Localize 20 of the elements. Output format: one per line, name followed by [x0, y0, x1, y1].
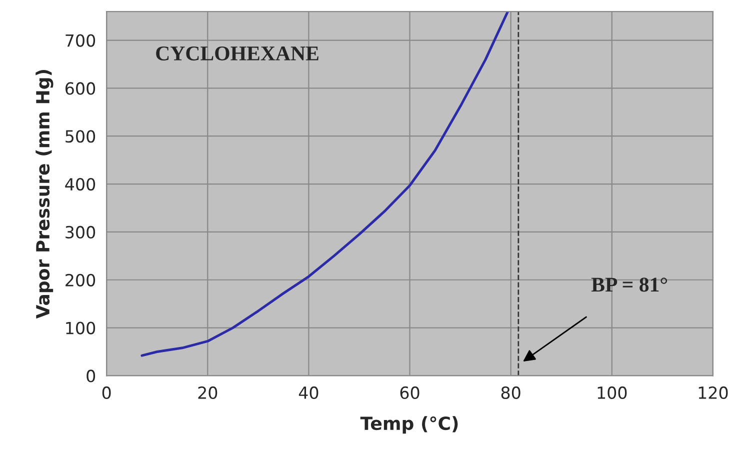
y-tick-label: 300	[66, 226, 96, 239]
y-tick-label: 0	[86, 370, 96, 382]
x-tick-label: 120	[698, 386, 728, 400]
x-tick-label: 40	[298, 386, 318, 400]
y-tick-label: 200	[66, 274, 96, 286]
x-tick-label: 60	[400, 386, 420, 400]
y-tick-label: 400	[65, 178, 96, 191]
y-tick-label: 600	[66, 82, 96, 95]
x-tick-label: 20	[198, 386, 218, 400]
x-tick-label: 100	[598, 386, 627, 400]
y-tick-label: 100	[66, 322, 96, 334]
x-tick-label: 0	[102, 386, 111, 400]
y-tick-label: 700	[66, 34, 96, 47]
x-axis-title: Temp (°C)	[360, 416, 458, 434]
ref-line-label: BP = 81°	[591, 278, 668, 292]
y-tick-label: 500	[66, 130, 96, 143]
annotation: CYCLOHEXANE	[156, 46, 318, 60]
line-series	[140, 12, 510, 357]
y-axis-title: Vapor Pressure (mm Hg)	[36, 70, 54, 319]
x-tick-label: 80	[501, 386, 520, 400]
